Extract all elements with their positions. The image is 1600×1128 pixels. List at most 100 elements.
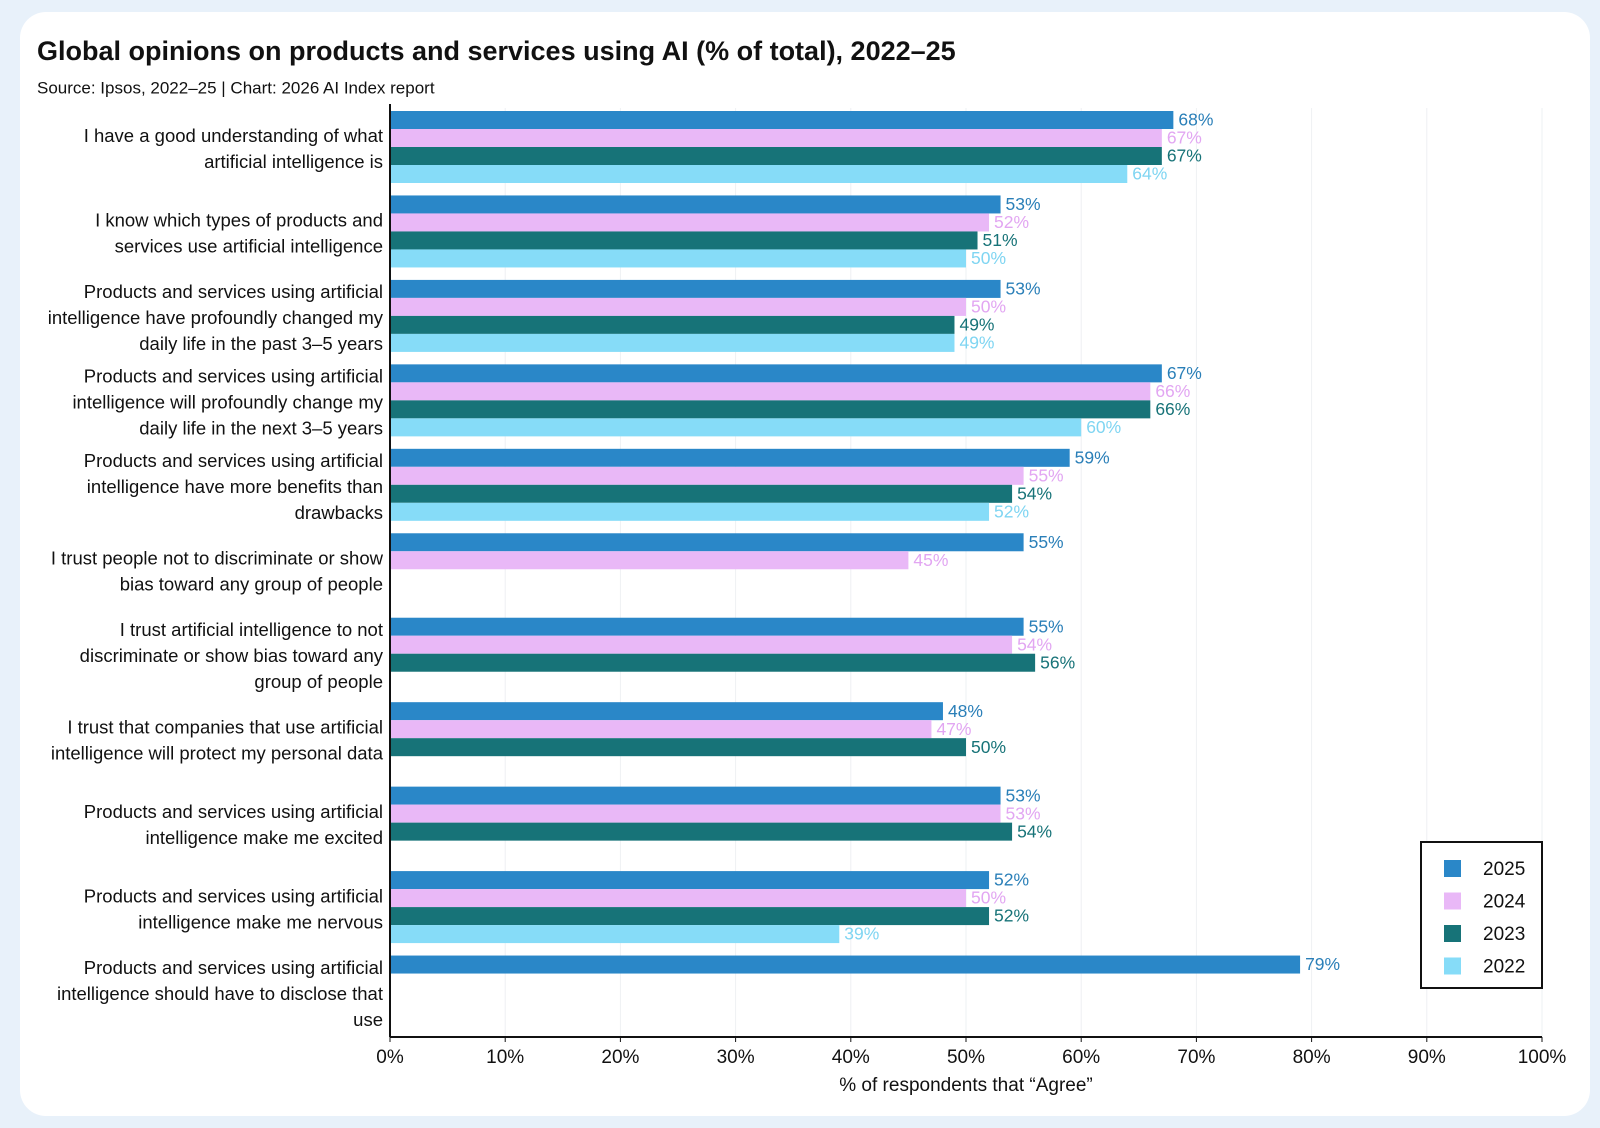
- legend-swatch: [1444, 860, 1461, 877]
- legend-swatch: [1444, 892, 1461, 910]
- value-label: 55%: [1029, 616, 1064, 636]
- value-label: 52%: [994, 906, 1029, 926]
- value-label: 66%: [1155, 399, 1190, 419]
- x-tick-label: 70%: [1177, 1047, 1215, 1068]
- chart-title: Global opinions on products and services…: [37, 36, 956, 66]
- bar: [390, 871, 990, 890]
- bar: [390, 925, 840, 944]
- value-label: 60%: [1086, 417, 1121, 437]
- legend-label: 2023: [1483, 924, 1525, 945]
- category-label: Products and services using artificial in…: [84, 801, 383, 848]
- category-label: I know which types of products and servic…: [95, 210, 383, 257]
- bar: [390, 279, 1001, 298]
- bar: [390, 249, 966, 268]
- bar: [390, 822, 1013, 841]
- bar: [390, 400, 1151, 419]
- value-label: 53%: [1006, 785, 1041, 805]
- value-label: 47%: [936, 719, 971, 739]
- value-label: 53%: [1006, 803, 1041, 823]
- value-label: 67%: [1167, 128, 1202, 148]
- value-label: 50%: [971, 737, 1006, 757]
- bar: [390, 448, 1070, 467]
- category-label: Products and services using artificial in…: [72, 365, 383, 438]
- legend-box: [1420, 841, 1543, 989]
- bar: [390, 213, 990, 232]
- bar: [390, 804, 1001, 823]
- x-tick-label: 0%: [376, 1047, 404, 1068]
- bar: [390, 502, 990, 521]
- x-axis-label: % of respondents that “Agree”: [839, 1075, 1092, 1096]
- category-label: I trust people not to discriminate or sh…: [51, 547, 384, 594]
- bar: [390, 955, 1301, 974]
- bar: [390, 382, 1151, 401]
- chart-subtitle: Source: Ipsos, 2022–25 | Chart: 2026 AI …: [37, 78, 435, 97]
- value-label: 54%: [1017, 483, 1052, 503]
- value-label: 67%: [1167, 146, 1202, 166]
- value-label: 53%: [1006, 194, 1041, 214]
- category-label: Products and services using artificial in…: [48, 281, 384, 354]
- legend-label: 2024: [1483, 892, 1526, 913]
- value-label: 79%: [1305, 954, 1340, 974]
- bar: [390, 720, 932, 739]
- bar: [390, 165, 1128, 183]
- value-label: 52%: [994, 870, 1029, 890]
- x-tick-label: 40%: [832, 1047, 870, 1068]
- x-tick-label: 90%: [1408, 1047, 1446, 1068]
- value-label: 55%: [1029, 532, 1064, 552]
- bar: [390, 635, 1013, 654]
- x-tick-label: 80%: [1293, 1047, 1331, 1068]
- legend-label: 2022: [1483, 957, 1525, 978]
- value-label: 59%: [1075, 447, 1110, 467]
- value-label: 54%: [1017, 634, 1052, 654]
- bar: [390, 907, 990, 926]
- bar: [390, 315, 955, 334]
- bar: [390, 738, 966, 757]
- value-label: 53%: [1006, 279, 1041, 299]
- value-label: 51%: [983, 230, 1018, 250]
- value-label: 55%: [1029, 465, 1064, 485]
- bar: [390, 297, 966, 316]
- value-label: 50%: [971, 888, 1006, 908]
- bar: [390, 617, 1024, 636]
- value-label: 50%: [971, 297, 1006, 317]
- x-tick-label: 60%: [1062, 1047, 1100, 1068]
- legend-swatch: [1444, 925, 1461, 942]
- bar: [390, 889, 966, 908]
- value-label: 56%: [1040, 652, 1075, 672]
- value-label: 48%: [948, 701, 983, 721]
- bar: [390, 551, 909, 570]
- value-label: 50%: [971, 248, 1006, 268]
- bar: [390, 111, 1174, 129]
- value-label: 52%: [994, 501, 1029, 521]
- category-label: I trust that companies that use artifici…: [51, 716, 384, 763]
- bar: [390, 195, 1001, 214]
- bar: [390, 418, 1082, 437]
- bar: [390, 364, 1162, 383]
- value-label: 54%: [1017, 821, 1052, 841]
- bar: [390, 466, 1024, 485]
- x-tick-label: 20%: [601, 1047, 639, 1068]
- value-label: 67%: [1167, 363, 1202, 383]
- value-label: 49%: [959, 315, 994, 335]
- category-label: Products and services using artificial in…: [84, 885, 383, 932]
- bar: [390, 147, 1162, 165]
- category-label: I have a good understanding of what artif…: [84, 125, 383, 172]
- bar: [390, 231, 978, 250]
- bar: [390, 702, 943, 721]
- bar: [390, 484, 1013, 503]
- category-label: Products and services using artificial in…: [84, 450, 383, 523]
- bar: [390, 333, 955, 352]
- value-label: 45%: [913, 550, 948, 570]
- value-label: 64%: [1132, 164, 1167, 184]
- bar: [390, 533, 1024, 552]
- value-label: 39%: [844, 924, 879, 944]
- x-tick-label: 30%: [717, 1047, 755, 1068]
- value-label: 66%: [1155, 381, 1190, 401]
- value-label: 52%: [994, 212, 1029, 232]
- bar: [390, 653, 1036, 672]
- x-tick-label: 100%: [1518, 1047, 1567, 1068]
- x-tick-label: 50%: [947, 1047, 985, 1068]
- x-tick-label: 10%: [486, 1047, 524, 1068]
- bar: [390, 129, 1162, 147]
